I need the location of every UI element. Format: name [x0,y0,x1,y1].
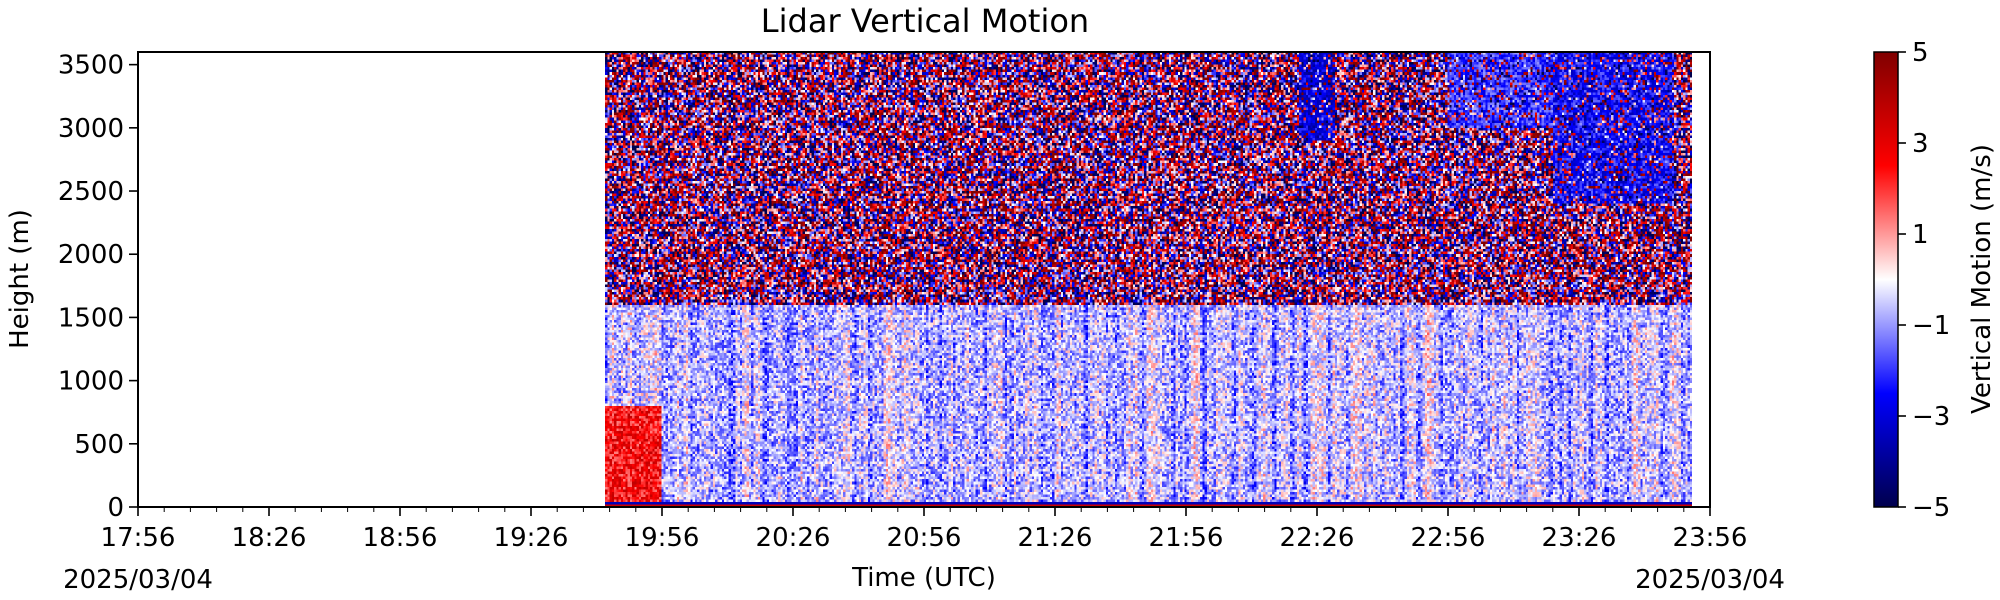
colorbar-tick-label: −5 [1912,493,1950,523]
x-tick-label: 18:56 [363,523,438,553]
x-tick-label: 19:26 [494,523,569,553]
x-tick-label: 19:56 [625,523,700,553]
chart-title: Lidar Vertical Motion [761,2,1089,40]
x-axis-label: Time (UTC) [851,563,996,593]
y-tick-label: 1500 [58,303,124,333]
x-tick-label: 21:56 [1149,523,1224,553]
x-tick-label: 22:26 [1280,523,1355,553]
y-tick-label: 3000 [58,114,124,144]
colorbar-tick-label: −3 [1912,402,1950,432]
x-tick-label: 21:26 [1018,523,1093,553]
y-tick-label: 0 [107,493,124,523]
plot-area [137,51,1711,508]
colorbar-tick-label: 3 [1912,129,1929,159]
y-tick-label: 1000 [58,367,124,397]
x-tick-label: 23:56 [1673,523,1748,553]
colorbar-tick-label: 1 [1912,220,1929,250]
colorbar-tick-label: −1 [1912,311,1950,341]
colorbar-gradient [1873,51,1899,508]
y-tick-label: 3500 [58,51,124,81]
colorbar-tick-label: 5 [1912,38,1929,68]
x-tick-label: 20:26 [756,523,831,553]
x-tick-label: 18:26 [232,523,307,553]
x-tick-label: 17:56 [101,523,176,553]
heatmap-image [138,52,1710,507]
x-tick-label: 20:56 [887,523,962,553]
x-tick-label: 22:56 [1411,523,1486,553]
y-tick-label: 500 [74,430,124,460]
date-label-right: 2025/03/04 [1635,565,1785,595]
y-axis-label: Height (m) [5,209,35,349]
y-tick-label: 2000 [58,240,124,270]
x-tick-label: 23:26 [1542,523,1617,553]
colorbar: 5 3 1 −1 −3 −5 Vertical Motion (m/s) [1873,38,1997,523]
y-axis-ticks: 0 500 1000 1500 2000 2500 3000 3500 [58,51,138,523]
date-label-left: 2025/03/04 [63,565,213,595]
x-axis-ticks: 17:56 18:26 18:56 19:26 19:56 20:26 20:56 21:26… [101,507,1748,553]
colorbar-label: Vertical Motion (m/s) [1967,144,1997,414]
colorbar-ticks: 5 3 1 −1 −3 −5 [1898,38,1950,523]
y-tick-label: 2500 [58,177,124,207]
